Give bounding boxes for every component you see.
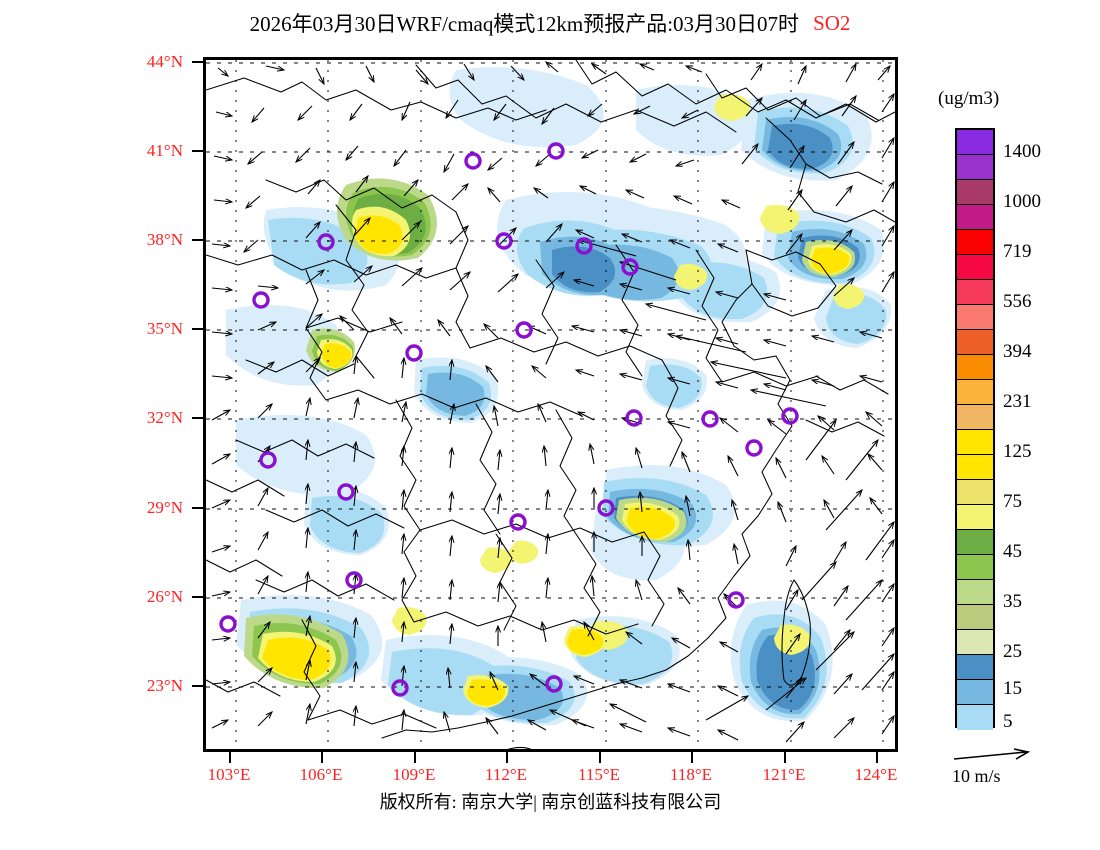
y-tick [192, 417, 203, 419]
x-tick [229, 752, 231, 763]
colorbar-tick-1400: 1400 [1003, 141, 1041, 162]
map-plot-area[interactable] [203, 57, 898, 752]
y-tick [192, 596, 203, 598]
y-axis-label-38N: 38°N [146, 230, 183, 249]
colorbar-tick-5: 5 [1003, 711, 1013, 732]
x-tick [599, 752, 601, 763]
colorbar-cell [957, 130, 993, 155]
x-tick [321, 752, 323, 763]
colorbar-tick-35: 35 [1003, 591, 1022, 612]
colorbar-cell [957, 230, 993, 255]
colorbar-cell [957, 155, 993, 180]
colorbar-cell [957, 455, 993, 480]
colorbar-tick-556: 556 [1003, 291, 1032, 312]
y-tick [192, 150, 203, 152]
x-tick [876, 752, 878, 763]
colorbar-cell [957, 630, 993, 655]
colorbar-cell [957, 530, 993, 555]
colorbar-cell [957, 305, 993, 330]
colorbar-unit-label: (ug/m3) [938, 88, 1000, 109]
y-axis-label-26N: 26°N [146, 587, 183, 606]
x-tick [506, 752, 508, 763]
colorbar-cell [957, 380, 993, 405]
colorbar-tick-231: 231 [1003, 391, 1032, 412]
arrow-right-icon [953, 748, 1031, 760]
y-axis-label-44N: 44°N [146, 52, 183, 71]
map-canvas [206, 60, 895, 749]
colorbar-cell [957, 255, 993, 280]
y-tick [192, 507, 203, 509]
y-axis-label-32N: 32°N [146, 408, 183, 427]
copyright-footer: 版权所有: 南京大学| 南京创蓝科技有限公司 [379, 792, 722, 812]
colorbar-cell [957, 355, 993, 380]
x-axis-label-103E: 103°E [207, 765, 251, 784]
colorbar-tick-125: 125 [1003, 441, 1032, 462]
colorbar-cell [957, 430, 993, 455]
y-axis-label-23N: 23°N [146, 676, 183, 695]
colorbar-cell [957, 655, 993, 680]
x-axis-label-118E: 118°E [669, 765, 713, 784]
x-axis-label-112E: 112°E [484, 765, 528, 784]
colorbar-tick-15: 15 [1003, 678, 1022, 699]
x-tick [414, 752, 416, 763]
colorbar-tick-394: 394 [1003, 341, 1032, 362]
colorbar-cell [957, 605, 993, 630]
x-axis-label-109E: 109°E [392, 765, 436, 784]
colorbar-cell [957, 555, 993, 580]
wind-scale-label: 10 m/s [952, 766, 1001, 786]
x-tick [691, 752, 693, 763]
x-axis-label-124E: 124°E [854, 765, 898, 784]
colorbar-cell [957, 580, 993, 605]
y-tick [192, 685, 203, 687]
x-axis-label-121E: 121°E [762, 765, 806, 784]
colorbar-cell [957, 280, 993, 305]
wind-scale-key: 10 m/s [952, 748, 1092, 794]
colorbar-tick-719: 719 [1003, 241, 1032, 262]
colorbar-tick-75: 75 [1003, 491, 1022, 512]
x-axis-label-106E: 106°E [299, 765, 343, 784]
colorbar-cell [957, 180, 993, 205]
y-axis-label-35N: 35°N [146, 319, 183, 338]
x-axis-label-115E: 115°E [577, 765, 621, 784]
x-tick [784, 752, 786, 763]
colorbar-tick-45: 45 [1003, 541, 1022, 562]
title-main-text: 2026年03月30日WRF/cmaq模式12km预报产品:03月30日07时 [249, 12, 800, 36]
colorbar-cell [957, 205, 993, 230]
y-tick [192, 61, 203, 63]
colorbar-cell [957, 405, 993, 430]
colorbar-cell [957, 480, 993, 505]
colorbar-cell [957, 330, 993, 355]
colorbar-cell [957, 680, 993, 705]
colorbar[interactable] [955, 128, 995, 730]
colorbar-cell [957, 505, 993, 530]
colorbar-cell [957, 705, 993, 730]
chart-title: 2026年03月30日WRF/cmaq模式12km预报产品:03月30日07时 S… [0, 8, 1100, 38]
y-axis-label-29N: 29°N [146, 498, 183, 517]
y-tick [192, 328, 203, 330]
y-axis-label-41N: 41°N [146, 141, 183, 160]
colorbar-tick-25: 25 [1003, 641, 1022, 662]
title-species-label: SO2 [813, 10, 851, 35]
y-tick [192, 239, 203, 241]
colorbar-tick-1000: 1000 [1003, 191, 1041, 212]
